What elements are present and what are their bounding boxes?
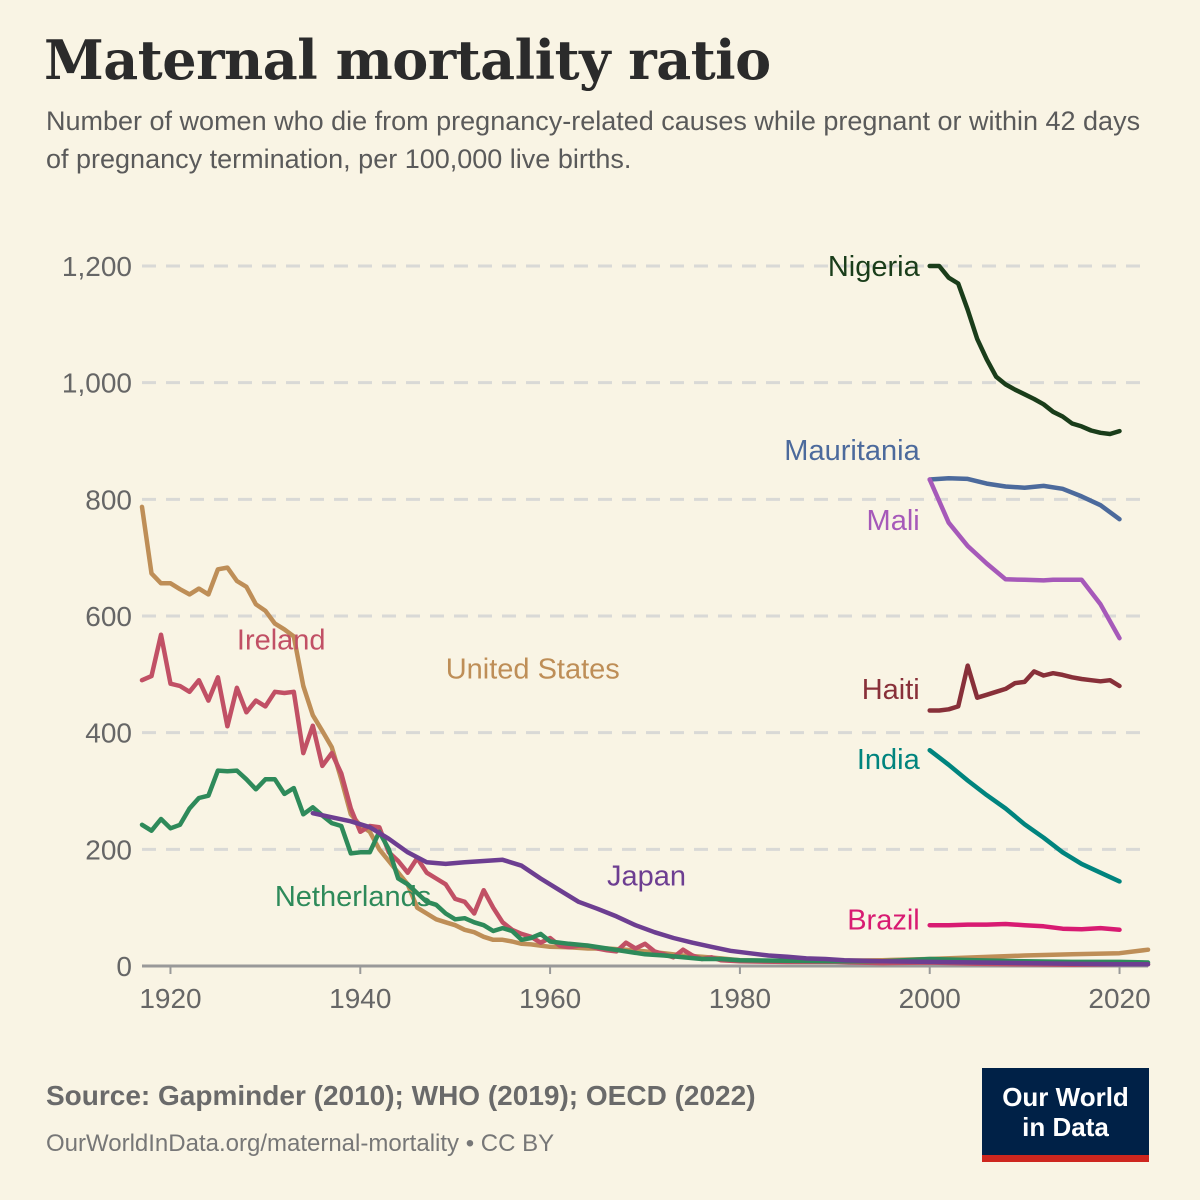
series-line-mali bbox=[927, 477, 1122, 641]
y-tick-label: 400 bbox=[85, 718, 132, 749]
y-tick-label: 200 bbox=[85, 834, 132, 865]
chart-subtitle: Number of women who die from pregnancy-r… bbox=[46, 106, 1141, 174]
series-label-mali: Mali bbox=[867, 505, 920, 537]
logo-line-2: in Data bbox=[1022, 1112, 1109, 1142]
series-label-nigeria: Nigeria bbox=[828, 251, 921, 283]
y-tick-label: 1,200 bbox=[62, 251, 132, 282]
series-line-nigeria bbox=[927, 263, 1122, 437]
series-label-japan: Japan bbox=[607, 861, 686, 893]
series-lines bbox=[139, 263, 1151, 968]
x-axis-ticks: 1920 1940 1960 1980 2000 2020 bbox=[139, 966, 1151, 1014]
grid-lines bbox=[142, 264, 1148, 968]
series-line-brazil bbox=[927, 921, 1122, 933]
y-tick-label: 600 bbox=[85, 601, 132, 632]
series-label-haiti: Haiti bbox=[862, 674, 920, 706]
series-line-mauritania bbox=[927, 476, 1122, 522]
x-tick-label: 1920 bbox=[139, 983, 201, 1014]
x-tick-label: 1960 bbox=[519, 983, 581, 1014]
series-label-mauritania: Mauritania bbox=[784, 435, 920, 467]
x-tick-label: 1980 bbox=[709, 983, 771, 1014]
series-label-india: India bbox=[857, 744, 921, 776]
series-line-india bbox=[927, 747, 1122, 884]
series-line-haiti bbox=[927, 663, 1122, 713]
series-label-ireland: Ireland bbox=[237, 624, 326, 656]
series-labels: United States Ireland Netherlands Japan Nige… bbox=[237, 251, 921, 936]
x-tick-label: 1940 bbox=[329, 983, 391, 1014]
series-label-netherlands: Netherlands bbox=[275, 881, 431, 913]
owid-logo[interactable]: Our World in Data bbox=[982, 1068, 1149, 1162]
source-url[interactable]: OurWorldInData.org/maternal-mortality • … bbox=[46, 1130, 555, 1157]
chart-title: Maternal mortality ratio bbox=[44, 28, 771, 92]
source-note: Source: Gapminder (2010); WHO (2019); OE… bbox=[46, 1080, 756, 1111]
series-line-netherlands bbox=[139, 768, 1151, 965]
y-tick-label: 1,000 bbox=[62, 368, 132, 399]
x-tick-label: 2020 bbox=[1088, 983, 1150, 1014]
line-chart: 0 200 400 600 800 1,000 1,200 1920 1940 1960 1980… bbox=[62, 251, 1151, 1014]
y-tick-label: 0 bbox=[116, 951, 132, 982]
y-tick-label: 800 bbox=[85, 484, 132, 515]
series-label-united-states: United States bbox=[446, 654, 620, 686]
y-axis-ticks: 0 200 400 600 800 1,000 1,200 bbox=[62, 251, 132, 982]
x-tick-label: 2000 bbox=[899, 983, 961, 1014]
series-line-japan bbox=[310, 810, 1151, 967]
series-label-brazil: Brazil bbox=[847, 904, 920, 936]
logo-line-1: Our World bbox=[1002, 1082, 1129, 1112]
